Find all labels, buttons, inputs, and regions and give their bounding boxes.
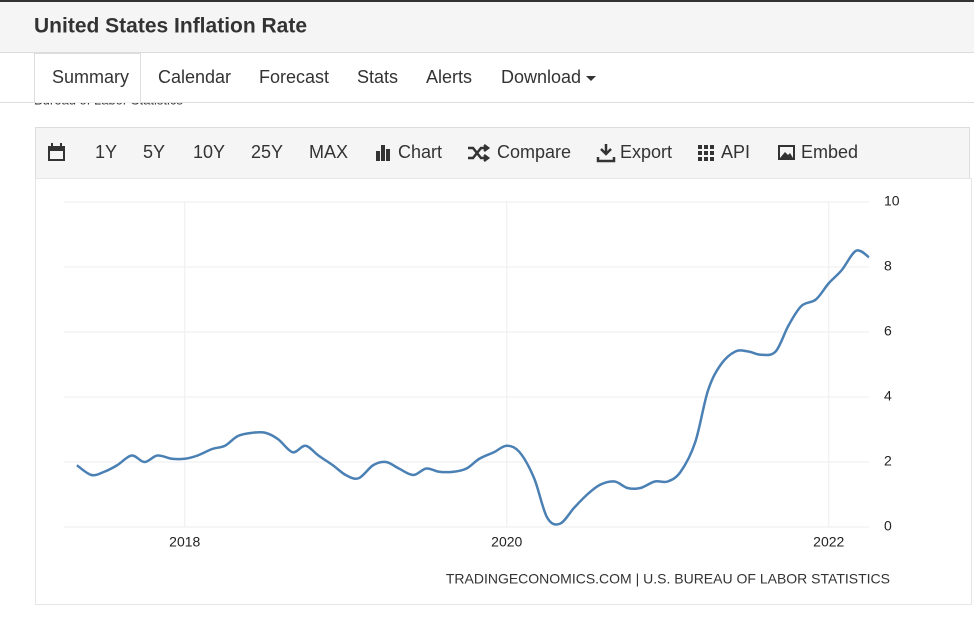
y-tick-label: 6 — [884, 323, 892, 339]
nav-tab[interactable]: Summary — [52, 67, 129, 87]
header-bar — [0, 0, 974, 52]
chart-icon — [376, 145, 390, 161]
data-line — [76, 249, 870, 526]
x-tick-label: 2022 — [813, 534, 844, 550]
y-tick-label: 0 — [884, 518, 892, 534]
y-tick-label: 8 — [884, 258, 892, 274]
range-button[interactable]: 5Y — [143, 142, 165, 162]
export-icon — [596, 144, 616, 163]
range-button[interactable]: 10Y — [193, 142, 225, 162]
page-title: United States Inflation Rate — [34, 15, 307, 38]
toolbar-button[interactable]: Embed — [801, 142, 858, 162]
embed-icon — [778, 145, 795, 160]
toolbar-button[interactable]: Export — [620, 142, 672, 162]
nav-tab[interactable]: Stats — [357, 67, 398, 87]
toolbar-button[interactable]: Compare — [497, 142, 571, 162]
chart-source: TRADINGECONOMICS.COM | U.S. BUREAU OF LA… — [446, 571, 890, 587]
nav-tab[interactable]: Forecast — [259, 67, 329, 87]
nav-tab[interactable]: Alerts — [426, 67, 472, 87]
toolbar-button[interactable]: API — [721, 142, 750, 162]
x-tick-label: 2020 — [491, 534, 522, 550]
nav-tab[interactable]: Calendar — [158, 67, 231, 87]
nav-tab[interactable]: Download — [501, 67, 581, 87]
toolbar-button[interactable]: Chart — [398, 142, 442, 162]
active-tab — [34, 53, 141, 103]
range-button[interactable]: MAX — [309, 142, 348, 162]
plot: 0 2 4 6 8 10 2018 2020 2022 — [64, 193, 900, 550]
y-tick-label: 10 — [884, 193, 900, 209]
api-icon — [698, 145, 714, 161]
range-button[interactable]: 25Y — [251, 142, 283, 162]
dropdown-caret — [586, 76, 596, 81]
toolbar — [35, 127, 970, 179]
range-button[interactable]: 1Y — [95, 142, 117, 162]
y-tick-label: 4 — [884, 388, 892, 404]
x-tick-label: 2018 — [169, 534, 200, 550]
y-tick-label: 2 — [884, 453, 892, 469]
chart-frame — [35, 178, 972, 605]
compare-icon — [468, 144, 491, 162]
nav-bar — [0, 53, 974, 102]
calendar-icon[interactable] — [48, 143, 65, 161]
